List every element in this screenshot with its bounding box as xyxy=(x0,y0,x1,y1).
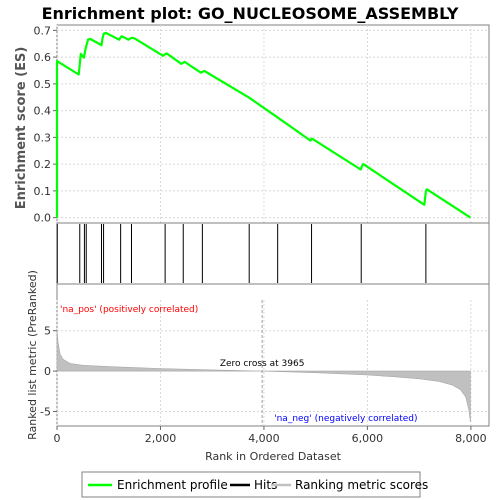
x-tick-label: 8,000 xyxy=(455,432,487,445)
enrichment-profile-line xyxy=(55,31,471,219)
es-y-tick-label: 0.7 xyxy=(34,24,52,37)
chart-title: Enrichment plot: GO_NUCLEOSOME_ASSEMBLY xyxy=(42,4,459,23)
legend-label-ranking-metric: Ranking metric scores xyxy=(295,478,428,492)
es-y-tick-label: 0.0 xyxy=(34,212,52,225)
ranking-metric-area xyxy=(56,329,471,423)
x-tick-label: 4,000 xyxy=(248,432,280,445)
metric-panel xyxy=(56,283,490,427)
es-y-tick-label: 0.6 xyxy=(34,51,52,64)
es-y-tick-label: 0.4 xyxy=(34,105,52,118)
es-y-tick-label: 0.5 xyxy=(34,78,52,91)
es-y-tick-label: 0.2 xyxy=(34,158,52,171)
metric-y-axis-label: Ranked list metric (PreRanked) xyxy=(26,270,39,440)
metric-y-tick-label: 5 xyxy=(44,325,51,338)
legend-label-hits: Hits xyxy=(254,478,277,492)
x-axis: 0 2,000 4,000 6,000 8,000 xyxy=(54,426,487,445)
negative-correlation-label: 'na_neg' (negatively correlated) xyxy=(274,414,417,424)
es-y-axis-label: Enrichment score (ES) xyxy=(14,47,29,210)
metric-y-tick-label: 0 xyxy=(44,365,51,378)
es-y-tick-label: 0.3 xyxy=(34,131,52,144)
legend-label-enrichment-profile: Enrichment profile xyxy=(117,478,228,492)
x-axis-label: Rank in Ordered Dataset xyxy=(205,450,342,463)
es-panel xyxy=(56,24,490,224)
legend: Enrichment profile Hits Ranking metric s… xyxy=(81,471,428,498)
x-tick-label: 2,000 xyxy=(145,432,177,445)
positive-correlation-label: 'na_pos' (positively correlated) xyxy=(60,305,198,315)
x-tick-label: 0 xyxy=(54,432,61,445)
hit-markers xyxy=(56,224,427,283)
metric-y-axis: -5 0 5 xyxy=(40,325,57,418)
zero-cross-label: Zero cross at 3965 xyxy=(220,359,305,369)
es-y-axis: 0.0 0.1 0.2 0.3 0.4 0.5 0.6 0.7 xyxy=(34,24,57,225)
es-y-tick-label: 0.1 xyxy=(34,185,52,198)
hits-panel xyxy=(56,222,490,285)
metric-y-tick-label: -5 xyxy=(40,405,51,418)
x-tick-label: 6,000 xyxy=(352,432,384,445)
es-grid xyxy=(56,25,489,223)
